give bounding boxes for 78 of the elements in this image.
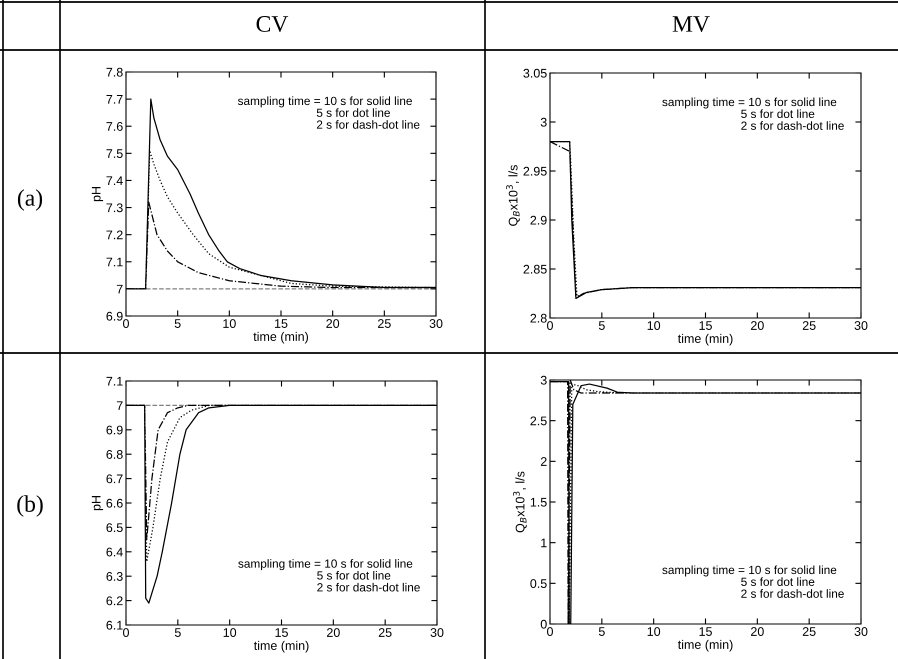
x-tick-label: 20 bbox=[326, 319, 340, 328]
annotation: sampling time = 10 s for solid line 5 s for dot line 2 s for dash-dot line bbox=[238, 559, 420, 592]
x-tick-label: 10 bbox=[224, 628, 236, 637]
y-tick-label: 6.6 bbox=[106, 498, 123, 508]
annotation: sampling time = 10 s for solid line 5 s for dot line 2 s for dash-dot line bbox=[662, 98, 844, 130]
y-tick-label: 2.8 bbox=[530, 314, 547, 323]
x-tick-label: 25 bbox=[378, 628, 392, 637]
x-tick-label: 20 bbox=[751, 627, 764, 636]
x-tick-label: 5 bbox=[174, 319, 181, 328]
x-tick-label: 10 bbox=[648, 321, 660, 330]
y-tick-label: 2.5 bbox=[530, 416, 547, 426]
y-tick-label: 1.5 bbox=[530, 498, 547, 507]
chart-title: MV bbox=[672, 16, 710, 32]
y-tick-label: 7.1 bbox=[106, 258, 123, 266]
y-tick-label: 7.7 bbox=[106, 95, 123, 104]
y-tick-label: 7 bbox=[116, 284, 123, 294]
x-axis-title: time (min) bbox=[678, 334, 733, 346]
x-tick-label: 25 bbox=[802, 627, 816, 636]
y-tick-label: 7.8 bbox=[106, 68, 123, 77]
y-tick-label: 7.1 bbox=[106, 376, 123, 386]
y-tick-label: 6.2 bbox=[106, 596, 123, 606]
x-tick-label: 15 bbox=[700, 627, 712, 636]
x-tick-label: 15 bbox=[275, 319, 288, 328]
x-tick-label: 5 bbox=[174, 628, 181, 637]
y-tick-label: 6.8 bbox=[106, 450, 123, 459]
x-axis-title: time (min) bbox=[253, 332, 308, 344]
x-tick-label: 0 bbox=[123, 319, 129, 328]
x-tick-label: 5 bbox=[598, 627, 605, 636]
x-tick-label: 30 bbox=[430, 628, 444, 637]
y-tick-label: 7.3 bbox=[106, 203, 123, 212]
x-tick-label: 5 bbox=[598, 321, 605, 330]
y-tick-label: 3 bbox=[540, 118, 547, 127]
x-tick-label: 30 bbox=[854, 321, 868, 330]
x-tick-label: 20 bbox=[327, 628, 340, 637]
y-tick-label: 7.6 bbox=[106, 122, 123, 131]
x-tick-label: 30 bbox=[430, 319, 442, 328]
y-tick-label: 7 bbox=[116, 401, 123, 410]
y-axis-title: Q$_{B}$x10$^{3}$, l/s bbox=[506, 165, 520, 226]
annotation: sampling time = 10 s for solid line 5 s for dot line 2 s for dash-dot line bbox=[662, 565, 844, 598]
annotation: sampling time = 10 s for solid line 5 s for dot line 2 s for dash-dot line bbox=[238, 96, 420, 129]
y-tick-label: 2.95 bbox=[524, 166, 547, 176]
x-tick-label: 25 bbox=[378, 319, 391, 328]
y-tick-label: 2.9 bbox=[530, 216, 547, 225]
text: (b) bbox=[17, 495, 43, 517]
y-tick-label: 6.9 bbox=[106, 426, 123, 434]
y-tick-label: 7.4 bbox=[106, 176, 123, 185]
y-axis-title: pH bbox=[92, 187, 104, 202]
y-tick-label: 2.85 bbox=[524, 264, 547, 274]
x-axis-title: time (min) bbox=[678, 640, 733, 652]
x-tick-label: 30 bbox=[854, 627, 868, 636]
y-tick-label: 6.1 bbox=[106, 620, 123, 630]
y-tick-label: 6.4 bbox=[106, 548, 123, 556]
x-tick-label: 0 bbox=[547, 321, 553, 330]
x-tick-label: 15 bbox=[700, 321, 712, 330]
y-tick-label: 2 bbox=[540, 457, 547, 466]
y-tick-label: 6.9 bbox=[106, 312, 123, 321]
chart-title: CV bbox=[256, 16, 288, 32]
y-tick-label: 1 bbox=[541, 538, 547, 548]
x-axis-title: time (min) bbox=[254, 640, 309, 652]
x-tick-label: 10 bbox=[648, 627, 660, 636]
y-axis-title: pH bbox=[92, 496, 104, 510]
y-tick-label: 6.7 bbox=[106, 474, 123, 484]
x-tick-label: 15 bbox=[276, 628, 288, 637]
y-tick-label: 0.5 bbox=[530, 579, 547, 588]
x-tick-label: 0 bbox=[547, 627, 553, 636]
y-tick-label: 6.3 bbox=[106, 572, 123, 581]
y-tick-label: 0 bbox=[540, 620, 547, 629]
y-axis-title: Q$_{B}$x10$^{3}$, l/s bbox=[513, 472, 527, 532]
y-tick-label: 3 bbox=[540, 376, 547, 385]
y-tick-label: 7.5 bbox=[106, 149, 123, 158]
text: (a) bbox=[18, 189, 42, 211]
x-tick-label: 20 bbox=[751, 321, 764, 330]
x-tick-label: 0 bbox=[123, 628, 129, 637]
y-tick-label: 6.5 bbox=[106, 523, 123, 532]
y-tick-label: 7.2 bbox=[106, 230, 123, 240]
y-tick-label: 3.05 bbox=[523, 68, 547, 78]
x-tick-label: 10 bbox=[223, 319, 236, 328]
x-tick-label: 25 bbox=[802, 321, 816, 330]
